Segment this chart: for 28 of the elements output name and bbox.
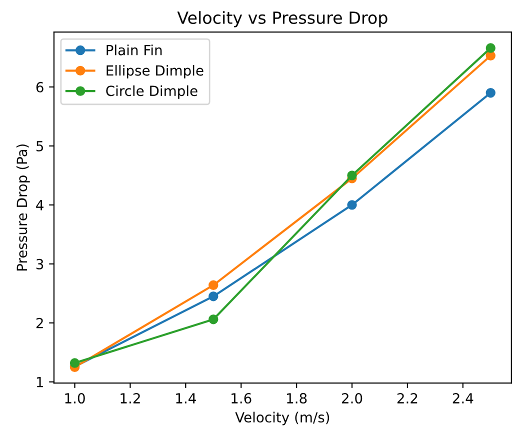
point [208, 314, 218, 324]
y-tick-label: 4 [36, 200, 44, 210]
x-tick-label: 2.4 [452, 393, 474, 404]
legend-label: Plain Fin [106, 44, 162, 56]
y-tick-label: 1 [36, 377, 43, 388]
x-tick-label: 2.0 [342, 393, 362, 404]
y-tick-label: 3 [36, 258, 44, 270]
x-tick-label: 1.8 [287, 393, 307, 404]
point [208, 291, 218, 302]
legend-label: Circle Dimple [106, 85, 198, 99]
x-tick-label: 1.0 [65, 393, 85, 404]
x-tick-label: 1.6 [232, 393, 252, 404]
point [347, 170, 357, 180]
x-axis-title: Velocity (m/s) [235, 412, 330, 426]
x-tick-label: 1.4 [176, 393, 196, 404]
point [486, 88, 496, 98]
point [347, 200, 357, 210]
legend-label: Ellipse Dimple [106, 64, 204, 78]
point [70, 358, 80, 368]
point [208, 280, 218, 290]
chart-title: Velocity vs Pressure Drop [177, 11, 388, 28]
y-tick-label: 6 [36, 82, 44, 92]
y-tick-label: 2 [36, 318, 43, 328]
y-axis-title: Pressure Drop (Pa) [16, 144, 30, 271]
y-tick-label: 5 [36, 141, 44, 152]
x-tick-label: 1.2 [120, 393, 140, 404]
x-tick-label: 2.2 [397, 393, 418, 404]
point [486, 43, 496, 53]
